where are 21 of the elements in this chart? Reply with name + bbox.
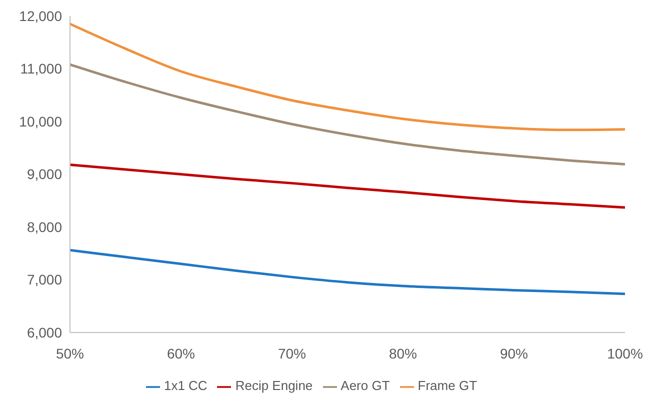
x-tick-label: 60% xyxy=(166,345,196,362)
y-tick-label: 10,000 xyxy=(19,113,62,130)
y-tick-label: 9,000 xyxy=(26,166,62,182)
legend-label: Recip Engine xyxy=(235,378,313,394)
x-tick-label: 50% xyxy=(56,345,84,362)
x-tick-label: 90% xyxy=(500,345,528,362)
y-tick-label: 8,000 xyxy=(26,218,62,235)
legend-label: 1x1 CC xyxy=(164,378,208,394)
y-tick-label: 12,000 xyxy=(19,8,62,24)
line-series xyxy=(70,248,625,296)
line-series xyxy=(70,63,625,166)
legend-label: Frame GT xyxy=(418,378,478,394)
x-tick-label: 80% xyxy=(388,345,418,362)
y-tick-label: 7,000 xyxy=(26,272,62,288)
y-tick-label: 6,000 xyxy=(26,324,62,340)
line-series xyxy=(70,163,625,209)
legend-label: Aero GT xyxy=(340,378,390,394)
y-tick-label: 11,000 xyxy=(20,60,62,77)
x-tick-label: 100% xyxy=(607,345,643,362)
line-series xyxy=(70,22,625,132)
x-tick-label: 70% xyxy=(278,345,306,362)
